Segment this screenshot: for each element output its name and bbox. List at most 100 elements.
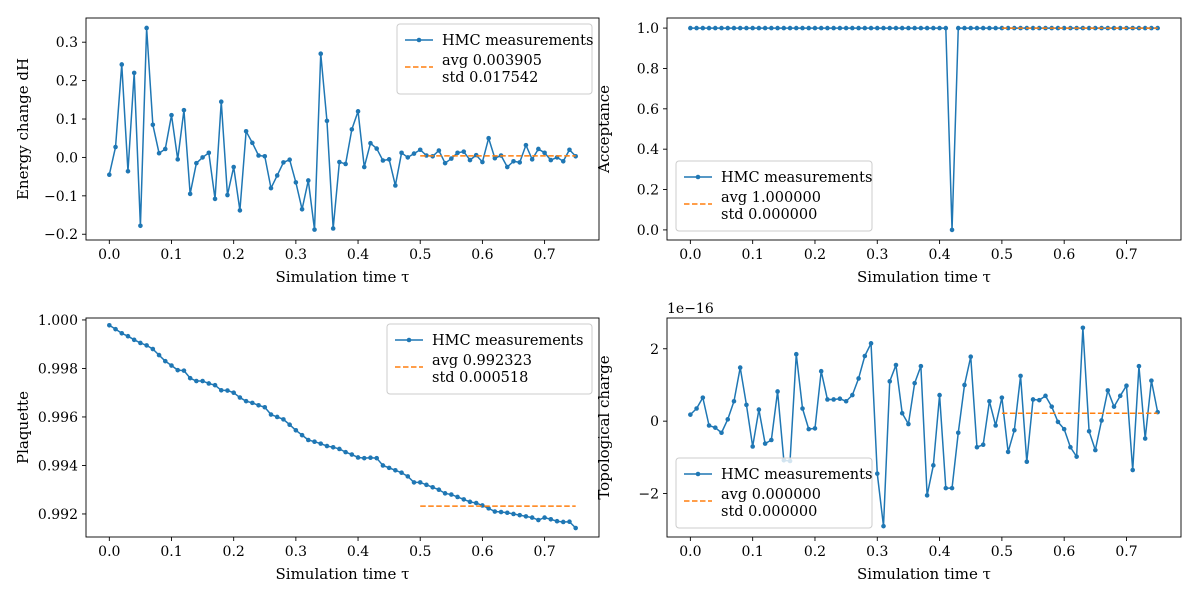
data-point [113, 326, 118, 332]
data-point [706, 423, 712, 428]
data-point [361, 164, 367, 170]
x-tick-label: 0.1 [160, 544, 182, 560]
data-point [169, 363, 174, 368]
data-point [461, 149, 467, 154]
data-point [825, 397, 830, 402]
data-point [1080, 325, 1086, 331]
x-tick-label: 0.5 [409, 247, 431, 263]
data-point [287, 422, 292, 428]
data-point [312, 227, 317, 232]
data-point [231, 164, 236, 170]
data-point [825, 25, 830, 31]
data-point [999, 395, 1005, 400]
data-point [473, 500, 479, 506]
data-point [1005, 449, 1011, 455]
data-point [187, 375, 193, 381]
x-tick-label: 0.7 [533, 544, 555, 560]
data-point [750, 444, 755, 449]
data-point [1105, 388, 1111, 393]
legend-std-label: std 0.000000 [721, 207, 817, 223]
data-point [374, 455, 380, 461]
data-point [262, 153, 268, 159]
data-point [473, 152, 479, 158]
data-point [368, 140, 373, 146]
series-line [108, 324, 577, 529]
data-point [548, 516, 554, 522]
data-point [181, 368, 187, 373]
data-point [725, 417, 731, 422]
data-point [306, 437, 311, 443]
legend-series-label: HMC measurements [721, 170, 872, 186]
data-point [417, 480, 423, 485]
data-point [299, 206, 305, 212]
data-point [1012, 427, 1017, 433]
x-tick-label: 0.1 [742, 544, 764, 560]
data-point [1018, 373, 1023, 379]
data-point [924, 493, 930, 498]
data-point [274, 173, 280, 178]
x-tick-label: 0.2 [804, 247, 826, 263]
data-point [1111, 404, 1117, 409]
data-point [268, 412, 274, 417]
data-point [150, 346, 156, 352]
data-point [536, 146, 541, 152]
data-point [430, 484, 435, 490]
legend-std-label: std 0.000518 [432, 370, 528, 386]
data-point [162, 358, 168, 364]
data-point [962, 382, 967, 388]
data-point [138, 340, 143, 346]
data-point [250, 400, 255, 406]
data-point [411, 151, 417, 156]
x-tick-label: 0.1 [160, 247, 182, 263]
data-point [312, 439, 317, 444]
y-tick-label: 0.4 [637, 142, 659, 158]
x-tick-label: 0.6 [471, 544, 493, 560]
data-point [529, 515, 535, 520]
data-point [138, 223, 143, 229]
data-point [361, 455, 367, 461]
data-point [1142, 25, 1148, 31]
data-point [144, 343, 149, 348]
x-tick-label: 0.5 [991, 544, 1013, 560]
data-point [504, 164, 510, 170]
data-point [243, 398, 249, 404]
data-point [924, 25, 930, 31]
data-point [523, 514, 529, 519]
y-axis-label: Plaquette [14, 391, 32, 464]
axes-frame [85, 317, 600, 538]
data-point [293, 427, 299, 433]
y-tick-label: −2 [638, 487, 659, 503]
y-tick-label: 0 [650, 414, 659, 430]
data-point [107, 322, 112, 328]
data-point [150, 122, 156, 128]
y-offset-label: 1e−16 [667, 301, 714, 317]
data-point [1117, 393, 1123, 399]
chart-panel-1: 0.0 0.1 0.2 0.3 0.4 0.5 0.6 0.7 −0.2 −0.1 0.0 0.1 0.… [14, 17, 600, 286]
y-tick-label: 0.992 [38, 507, 78, 523]
data-point [206, 381, 212, 386]
data-point [993, 423, 998, 428]
data-point [237, 395, 243, 400]
data-point [560, 158, 566, 164]
data-point [131, 70, 137, 76]
data-point [700, 25, 706, 31]
x-tick-label: 0.3 [285, 544, 307, 560]
x-tick-label: 0.5 [991, 247, 1013, 263]
data-point [324, 118, 330, 124]
legend-box [675, 457, 873, 529]
x-axis-label: Simulation time τ [857, 268, 991, 286]
series-line [690, 27, 1158, 231]
data-point [1086, 429, 1092, 434]
data-point [769, 25, 774, 31]
data-point [337, 159, 342, 165]
data-point [218, 99, 224, 105]
data-point [1136, 363, 1142, 369]
data-point [330, 226, 336, 231]
data-point [386, 465, 392, 471]
legend-series-label: HMC measurements [432, 333, 583, 349]
data-point [1093, 447, 1098, 453]
data-point [567, 519, 572, 525]
data-point [874, 25, 880, 31]
y-tick-label: 0.0 [56, 150, 78, 166]
